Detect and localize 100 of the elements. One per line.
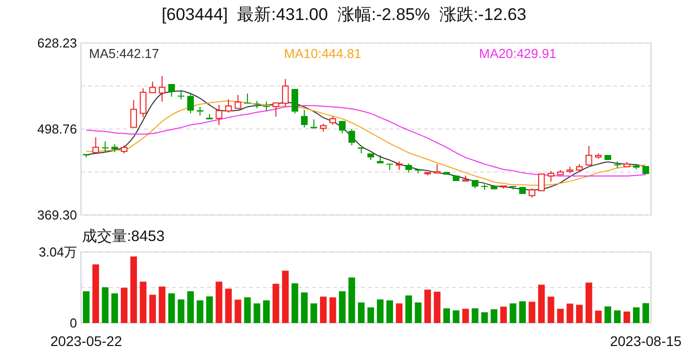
text: MA5:442.17 [89, 46, 160, 61]
bar [196, 300, 204, 323]
candlestick [178, 89, 184, 100]
bar [557, 308, 564, 323]
candlestick [586, 145, 592, 166]
bar [566, 304, 574, 323]
bar [234, 300, 242, 323]
y-tick-label: 628.23 [37, 36, 77, 51]
y-tick-label: 498.76 [37, 122, 77, 137]
bar [595, 310, 602, 323]
candlestick [102, 140, 109, 152]
bar [462, 308, 469, 323]
bar [500, 306, 507, 323]
bar [528, 302, 536, 323]
bar [632, 307, 640, 323]
bar [92, 264, 100, 323]
bar [102, 287, 109, 323]
x-tick-label: 2023-05-22 [50, 333, 122, 349]
candlestick [538, 174, 545, 192]
bar [168, 293, 175, 323]
bar [538, 284, 545, 323]
chart-title: [603444] 最新:431.00 涨幅:-2.85% 涨跌:-12.63 [162, 5, 526, 24]
candlestick [632, 164, 640, 170]
candlestick [358, 147, 365, 154]
candlestick [462, 175, 469, 182]
candlestick [367, 153, 374, 161]
candlestick [301, 109, 308, 128]
bar [490, 309, 498, 323]
candlestick [111, 144, 118, 153]
candlestick [472, 180, 478, 189]
y-tick-label: 0 [70, 316, 77, 331]
bar [329, 297, 336, 323]
bar [216, 282, 222, 323]
y-tick-label: 3.04万 [38, 244, 77, 260]
bar [301, 292, 308, 323]
bar [576, 304, 583, 323]
bar [510, 303, 516, 323]
candlestick [348, 128, 356, 146]
bar [244, 297, 251, 323]
chart-title: 成交量:8453 [82, 228, 165, 245]
bar [414, 302, 422, 323]
bar [623, 312, 630, 323]
bar [586, 282, 592, 323]
x-tick-label: 2023-08-15 [610, 333, 682, 349]
y-tick-label: 369.30 [37, 208, 77, 223]
bar [358, 302, 365, 323]
bar [149, 294, 156, 323]
bar [424, 290, 431, 323]
bar [225, 288, 232, 323]
bar [519, 301, 526, 323]
bar [292, 283, 298, 323]
bar [187, 291, 194, 323]
bar [206, 296, 213, 323]
candlestick [434, 164, 440, 174]
bar [396, 303, 403, 323]
bar [348, 277, 356, 323]
bar [376, 299, 384, 323]
bar [178, 299, 184, 323]
candlestick [149, 81, 156, 94]
bar [263, 300, 270, 323]
text: MA20:429.91 [479, 46, 556, 61]
candlestick [338, 121, 346, 134]
candlestick [196, 106, 204, 116]
candlestick [310, 118, 318, 128]
bar [82, 291, 90, 323]
bar [405, 295, 412, 323]
bar [386, 300, 394, 323]
bar [310, 303, 318, 323]
bar [452, 310, 460, 323]
bar [130, 256, 137, 323]
bar [111, 293, 118, 323]
bar [120, 288, 128, 323]
candlestick [272, 102, 280, 118]
bar [272, 284, 280, 323]
candlestick [292, 88, 298, 114]
candlestick [244, 93, 251, 104]
bar [140, 282, 146, 323]
bar [158, 286, 166, 323]
candlestick [604, 155, 612, 160]
bar [614, 310, 621, 323]
candlestick [158, 75, 166, 102]
bar [443, 308, 450, 323]
candlestick [92, 136, 100, 154]
bar [481, 312, 488, 323]
candlestick [130, 100, 137, 128]
bar [548, 296, 554, 323]
bar [254, 303, 260, 323]
text: MA10:444.81 [284, 46, 362, 61]
bar [320, 296, 327, 323]
bar [434, 292, 440, 323]
candlestick [234, 94, 242, 109]
bar [367, 307, 374, 323]
bar [642, 303, 650, 323]
candlestick [405, 162, 412, 174]
candlestick [510, 186, 516, 190]
bar [338, 291, 346, 323]
bar [472, 308, 478, 323]
bar [282, 270, 289, 323]
candlestick [386, 164, 394, 171]
candlestick [254, 100, 260, 109]
